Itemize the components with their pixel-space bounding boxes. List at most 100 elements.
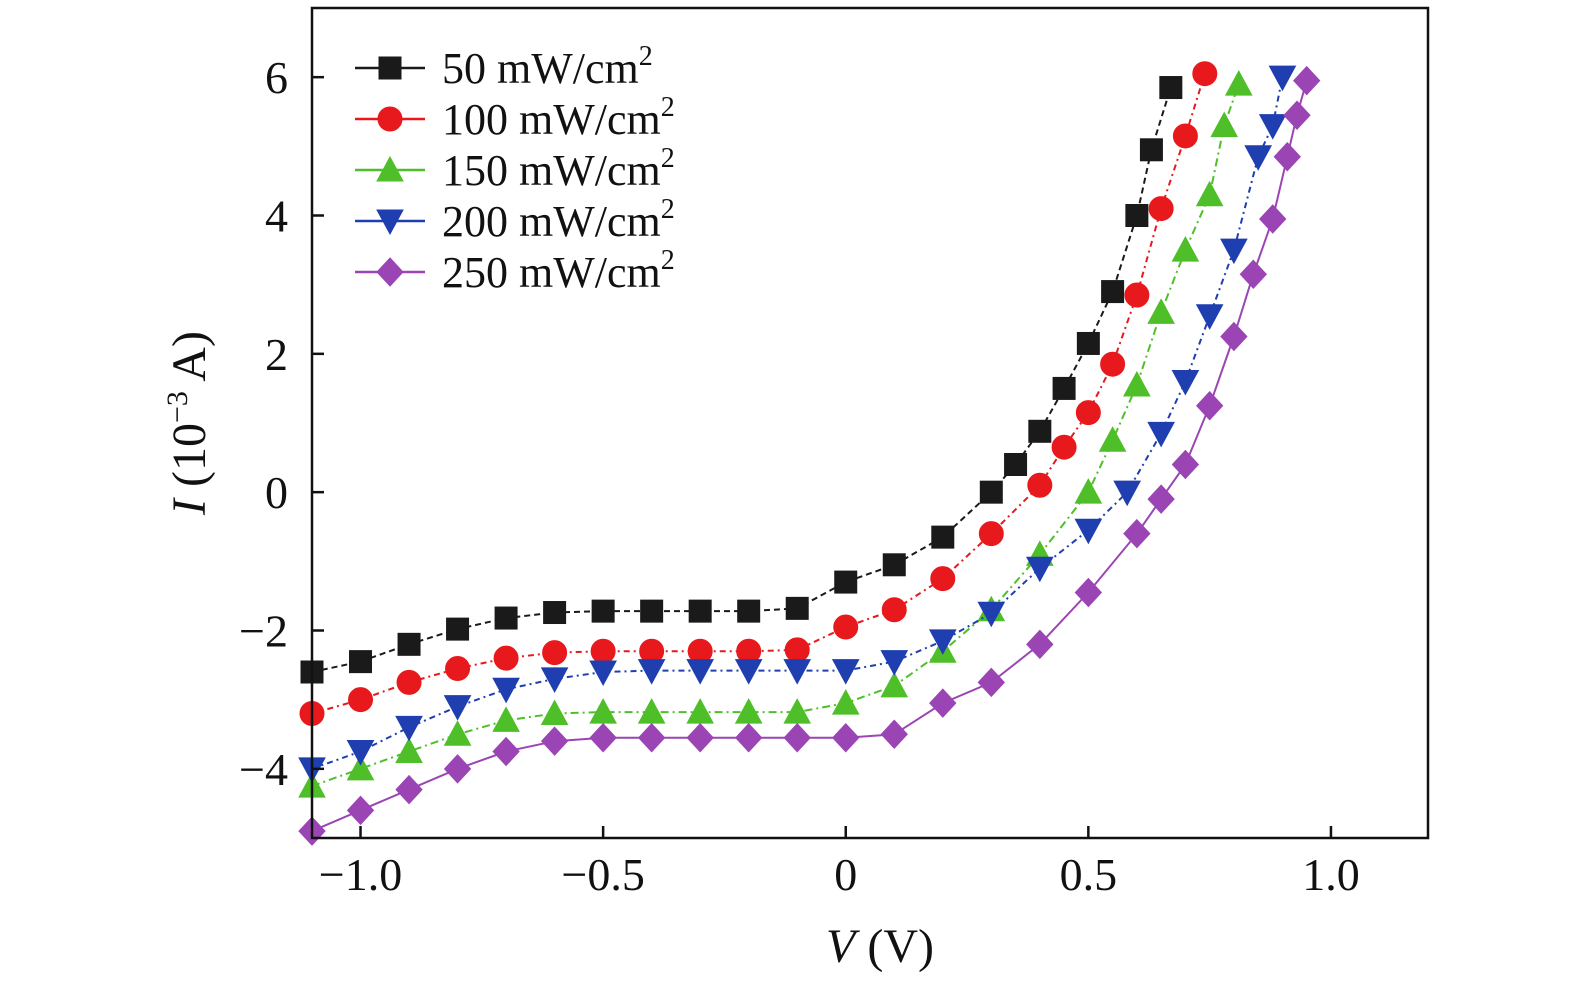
data-point <box>443 754 472 784</box>
data-point <box>637 722 666 753</box>
data-point <box>929 688 957 718</box>
data-point <box>543 601 567 625</box>
data-point <box>445 656 471 682</box>
data-point <box>1139 138 1163 162</box>
data-point <box>1195 304 1224 330</box>
data-point <box>834 570 858 594</box>
data-point <box>977 667 1005 698</box>
data-point <box>1224 70 1253 96</box>
data-point <box>735 722 763 753</box>
data-point <box>1293 65 1321 96</box>
data-point <box>590 638 616 664</box>
ticks-layer: −1.0 −0.5 0 0.5 1.0 −4 −2 0 2 4 6 <box>239 52 1360 900</box>
data-point <box>346 740 375 766</box>
y-tick-label: −4 <box>239 744 288 795</box>
data-point <box>783 722 811 753</box>
data-point <box>589 660 617 687</box>
data-point <box>540 667 569 693</box>
data-point <box>1124 282 1150 308</box>
data-point <box>1101 280 1125 304</box>
data-point <box>443 695 472 721</box>
data-point <box>591 599 615 623</box>
legend-item: 250 mW/cm2 <box>355 245 675 297</box>
legend-marker <box>377 106 403 132</box>
data-point <box>1074 478 1103 504</box>
legend-marker <box>378 56 402 80</box>
data-point <box>1147 298 1175 324</box>
data-point <box>977 601 1006 628</box>
data-point <box>348 687 374 713</box>
data-point <box>1171 449 1200 480</box>
x-tick-label: 0 <box>834 849 857 900</box>
series-line <box>311 83 1240 788</box>
data-point <box>928 629 957 655</box>
data-point <box>686 659 715 685</box>
data-point <box>1098 426 1127 452</box>
x-axis-var: V <box>826 920 860 973</box>
legend-label-text: 50 mW/cm <box>442 44 639 93</box>
legend-label-text: 100 mW/cm <box>442 95 661 144</box>
legend-marker <box>376 209 404 236</box>
data-point <box>492 706 520 732</box>
data-point <box>1195 390 1224 421</box>
data-point <box>540 699 569 725</box>
data-point <box>395 715 423 742</box>
series-5 <box>298 65 1321 846</box>
data-point <box>446 617 470 641</box>
data-point <box>1147 421 1175 448</box>
data-point <box>1244 145 1273 171</box>
data-point <box>833 614 859 640</box>
data-point <box>688 599 712 623</box>
x-tick-label: −0.5 <box>561 849 644 900</box>
data-point <box>831 689 860 715</box>
data-point <box>1258 114 1287 140</box>
data-point <box>540 726 569 756</box>
data-point <box>880 671 909 698</box>
data-point <box>1051 434 1077 460</box>
y-tick-label: 4 <box>265 191 288 242</box>
series-1 <box>300 76 1183 684</box>
data-point <box>1123 518 1151 549</box>
data-point <box>930 566 956 592</box>
series-2 <box>299 61 1218 726</box>
data-point <box>1171 236 1200 262</box>
data-point <box>1172 123 1198 149</box>
data-point <box>1026 629 1054 660</box>
x-axis-unit: (V) <box>855 920 934 973</box>
data-point <box>831 659 860 685</box>
y-tick-label: 0 <box>265 467 288 518</box>
legend-marker <box>376 257 404 287</box>
data-point <box>931 525 955 549</box>
data-point <box>1076 331 1100 355</box>
legend-label-sup: 2 <box>639 41 653 72</box>
data-point <box>1268 65 1297 92</box>
data-point <box>1074 518 1103 545</box>
data-point <box>1125 204 1149 227</box>
legend-marker <box>376 155 404 182</box>
legend-label-sup: 2 <box>661 143 675 174</box>
data-point <box>979 480 1003 504</box>
series-layer <box>298 61 1321 846</box>
series-line <box>311 87 1172 673</box>
legend-label: 150 mW/cm2 <box>442 143 675 195</box>
data-point <box>1239 259 1268 290</box>
plot-frame <box>310 6 1430 840</box>
legend-label-text: 200 mW/cm <box>442 197 661 246</box>
data-point <box>734 659 763 685</box>
data-point <box>397 632 421 656</box>
data-point <box>443 720 472 746</box>
data-point <box>542 640 568 666</box>
data-point <box>880 719 908 749</box>
data-point <box>1123 370 1151 397</box>
data-point <box>396 669 422 695</box>
data-point <box>1074 577 1103 608</box>
legend-label-text: 250 mW/cm <box>442 248 661 297</box>
data-point <box>346 754 375 781</box>
data-point <box>978 521 1004 547</box>
legend-item: 50 mW/cm2 <box>355 41 653 93</box>
data-point <box>395 774 423 805</box>
data-point <box>589 722 617 753</box>
